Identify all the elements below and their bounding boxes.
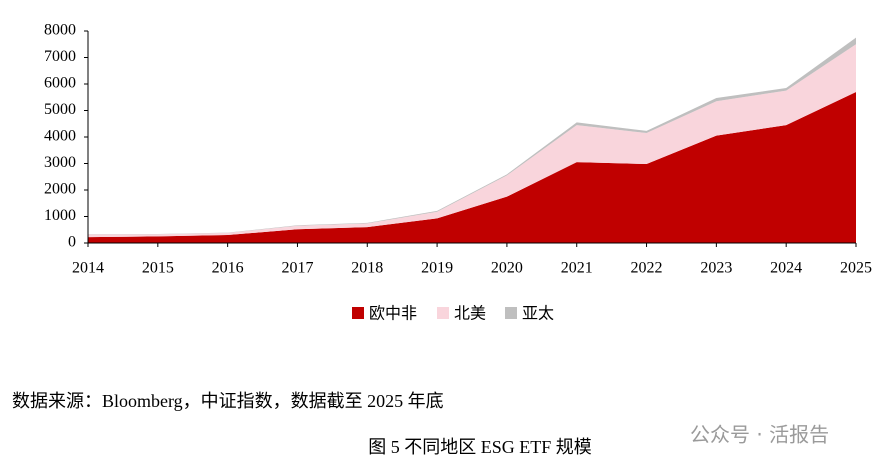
x-tick-label: 2021 <box>561 260 593 277</box>
x-tick-label: 2018 <box>351 260 383 277</box>
x-tick-label: 2017 <box>281 260 313 277</box>
legend-swatch <box>437 307 449 319</box>
area <box>88 44 856 238</box>
x-tick-label: 2025 <box>840 260 872 277</box>
y-tick-label: 5000 <box>44 101 76 118</box>
legend-label: 亚太 <box>522 304 554 323</box>
legend-label: 欧中非 <box>369 304 417 323</box>
area <box>88 91 856 243</box>
x-tick-label: 2019 <box>421 260 453 277</box>
y-tick-label: 7000 <box>44 48 76 65</box>
x-tick-label: 2023 <box>700 260 732 277</box>
x-tick-label: 2022 <box>631 260 663 277</box>
y-tick-label: 2000 <box>44 181 76 198</box>
legend-label: 北美 <box>454 304 486 323</box>
legend-swatch <box>352 307 364 319</box>
x-tick-label: 2015 <box>142 260 174 277</box>
figure-caption: 图 5 不同地区 ESG ETF 规模 <box>368 437 592 457</box>
y-tick-label: 6000 <box>44 75 76 92</box>
legend-swatch <box>505 307 517 319</box>
y-tick-label: 4000 <box>44 128 76 145</box>
x-tick-label: 2020 <box>491 260 523 277</box>
watermark: 公众号 · 活报告 <box>690 423 829 447</box>
y-tick-label: 1000 <box>44 207 76 224</box>
source-note: 数据来源：Bloomberg，中证指数，数据截至 2025 年底 <box>12 391 444 411</box>
x-tick-label: 2014 <box>72 260 104 277</box>
y-tick-label: 8000 <box>44 22 76 39</box>
x-tick-label: 2016 <box>212 260 244 277</box>
y-tick-label: 3000 <box>44 154 76 171</box>
x-tick-label: 2024 <box>770 260 802 277</box>
y-tick-label: 0 <box>68 234 76 251</box>
